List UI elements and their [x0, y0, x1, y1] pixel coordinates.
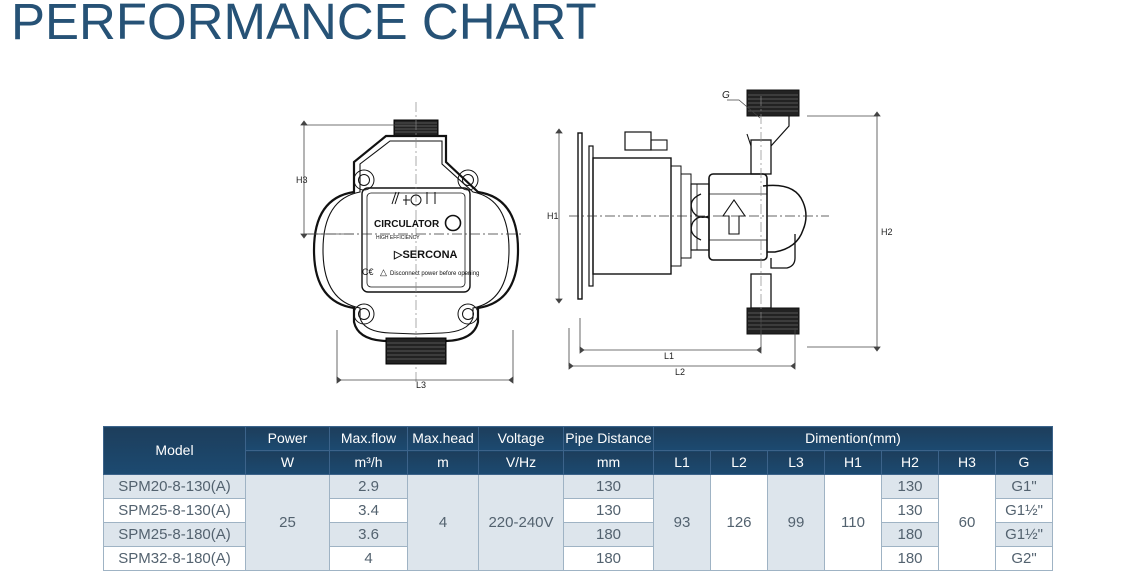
svg-text:H1: H1 — [547, 211, 559, 221]
svg-text:L3: L3 — [416, 380, 426, 390]
svg-text:Disconnect power before openin: Disconnect power before opening — [390, 271, 479, 277]
svg-text:△: △ — [380, 267, 387, 277]
svg-text:G: G — [722, 90, 730, 101]
svg-text:C€: C€ — [362, 267, 374, 277]
svg-text:H3: H3 — [296, 175, 308, 185]
svg-text:CIRCULATOR: CIRCULATOR — [374, 219, 440, 230]
svg-text:▷SERCONA: ▷SERCONA — [393, 249, 458, 261]
svg-text:HIGH EFFICIENCY: HIGH EFFICIENCY — [376, 235, 420, 241]
svg-text:L1: L1 — [664, 351, 674, 361]
svg-text:H2: H2 — [881, 227, 893, 237]
svg-text:L2: L2 — [675, 367, 685, 377]
